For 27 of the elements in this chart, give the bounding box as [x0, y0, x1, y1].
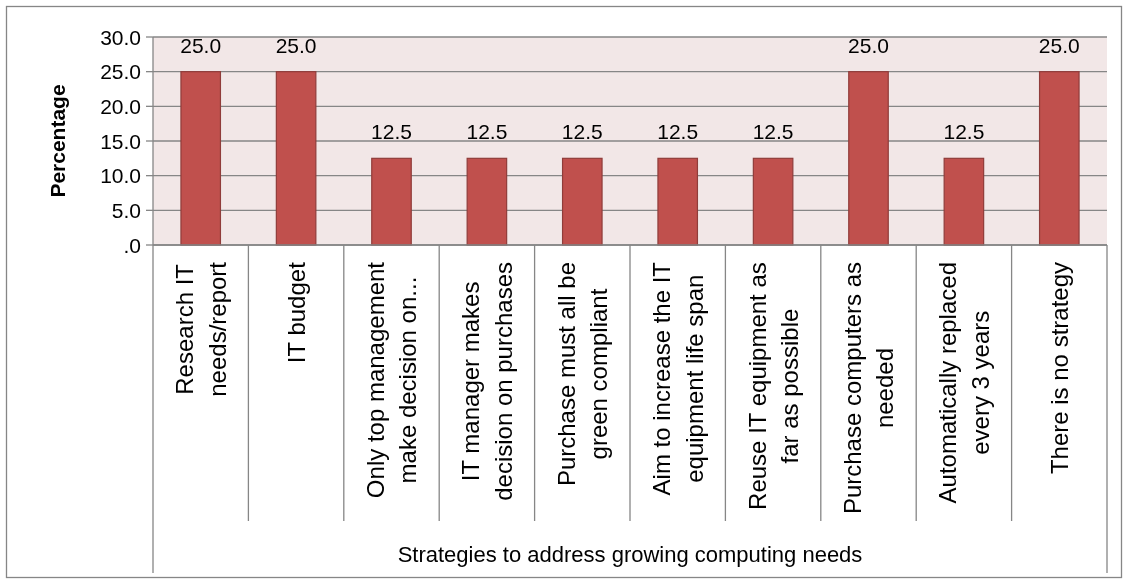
- y-tick-label: 20.0: [100, 94, 141, 118]
- x-tick-label: There is no strategy: [1045, 261, 1073, 475]
- y-tick-label: .0: [123, 233, 141, 257]
- data-label: 25.0: [180, 33, 222, 57]
- y-tick-label: 15.0: [100, 129, 141, 153]
- data-label: 12.5: [561, 120, 603, 144]
- x-tick-label: Purchase must all be green compliant: [552, 262, 613, 487]
- data-label: 25.0: [1038, 33, 1080, 57]
- y-tick-label: 10.0: [100, 164, 141, 188]
- data-label: 12.5: [657, 120, 699, 144]
- data-label: 12.5: [371, 120, 412, 144]
- data-label: 12.5: [752, 120, 794, 144]
- x-axis-title: Strategies to address growing computing needs: [397, 542, 863, 567]
- data-label: 12.5: [466, 120, 508, 144]
- y-tick-label: 25.0: [100, 60, 141, 84]
- data-label: 25.0: [275, 33, 317, 57]
- x-tick-label: Only top management make decision on...: [361, 261, 422, 499]
- data-label: 12.5: [943, 120, 985, 144]
- y-tick-label: 5.0: [111, 198, 141, 222]
- x-tick-label: IT budget: [282, 261, 310, 364]
- x-tick-label: Research IT needs/report: [171, 261, 231, 397]
- y-tick-label: 30.0: [100, 25, 141, 49]
- y-axis-title: Percentage: [45, 84, 69, 198]
- x-tick-label: Reuse IT equipment as far as possible: [743, 262, 803, 510]
- x-tick-label: Purchase computers as needed: [838, 262, 899, 515]
- data-label: 25.0: [848, 33, 889, 57]
- x-tick-label: IT manager makes decision on purchases: [457, 261, 517, 501]
